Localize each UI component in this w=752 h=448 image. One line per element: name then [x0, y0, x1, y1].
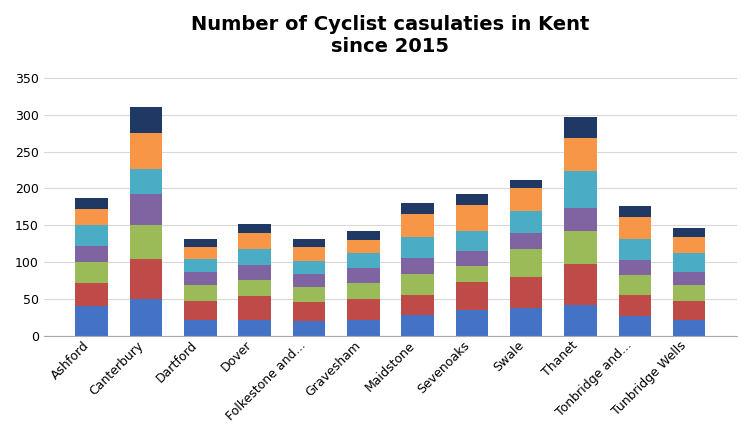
Bar [238, 249, 271, 265]
Bar [564, 264, 597, 305]
Bar [510, 233, 542, 249]
Bar [619, 206, 651, 217]
Bar [564, 171, 597, 208]
Bar [510, 211, 542, 233]
Bar [456, 194, 488, 205]
Bar [456, 282, 488, 310]
Bar [75, 262, 108, 283]
Bar [238, 265, 271, 280]
Bar [75, 225, 108, 246]
Bar [619, 217, 651, 239]
Bar [673, 320, 705, 336]
Bar [129, 168, 162, 194]
Bar [619, 295, 651, 316]
Bar [402, 274, 434, 295]
Bar [402, 315, 434, 336]
Bar [456, 251, 488, 266]
Bar [619, 239, 651, 260]
Bar [184, 302, 217, 320]
Bar [129, 299, 162, 336]
Bar [347, 283, 380, 299]
Bar [456, 310, 488, 336]
Bar [184, 320, 217, 336]
Bar [673, 285, 705, 302]
Bar [564, 305, 597, 336]
Bar [75, 209, 108, 225]
Bar [402, 237, 434, 258]
Bar [75, 198, 108, 209]
Bar [293, 321, 325, 336]
Bar [673, 228, 705, 237]
Bar [184, 247, 217, 258]
Bar [75, 283, 108, 306]
Bar [402, 295, 434, 315]
Bar [347, 320, 380, 336]
Bar [238, 233, 271, 249]
Bar [564, 138, 597, 171]
Bar [238, 296, 271, 320]
Bar [184, 258, 217, 272]
Bar [184, 272, 217, 285]
Bar [347, 254, 380, 268]
Bar [564, 208, 597, 231]
Bar [673, 272, 705, 285]
Title: Number of Cyclist casulaties in Kent
since 2015: Number of Cyclist casulaties in Kent sin… [191, 15, 590, 56]
Bar [510, 189, 542, 211]
Bar [456, 266, 488, 282]
Bar [510, 180, 542, 189]
Bar [238, 280, 271, 296]
Bar [129, 225, 162, 258]
Bar [619, 260, 651, 275]
Bar [293, 287, 325, 302]
Bar [347, 231, 380, 240]
Bar [184, 239, 217, 247]
Bar [293, 239, 325, 247]
Bar [293, 261, 325, 274]
Bar [673, 302, 705, 320]
Bar [456, 231, 488, 251]
Bar [673, 254, 705, 272]
Bar [619, 275, 651, 295]
Bar [564, 117, 597, 138]
Bar [347, 240, 380, 254]
Bar [402, 214, 434, 237]
Bar [347, 268, 380, 283]
Bar [293, 302, 325, 321]
Bar [402, 258, 434, 274]
Bar [75, 246, 108, 262]
Bar [184, 285, 217, 302]
Bar [510, 249, 542, 277]
Bar [673, 237, 705, 254]
Bar [510, 277, 542, 308]
Bar [456, 205, 488, 231]
Bar [619, 316, 651, 336]
Bar [129, 258, 162, 299]
Bar [510, 308, 542, 336]
Bar [238, 320, 271, 336]
Bar [129, 133, 162, 168]
Bar [293, 274, 325, 287]
Bar [293, 247, 325, 261]
Bar [238, 224, 271, 233]
Bar [75, 306, 108, 336]
Bar [347, 299, 380, 320]
Bar [129, 108, 162, 133]
Bar [129, 194, 162, 225]
Bar [564, 231, 597, 264]
Bar [402, 202, 434, 214]
